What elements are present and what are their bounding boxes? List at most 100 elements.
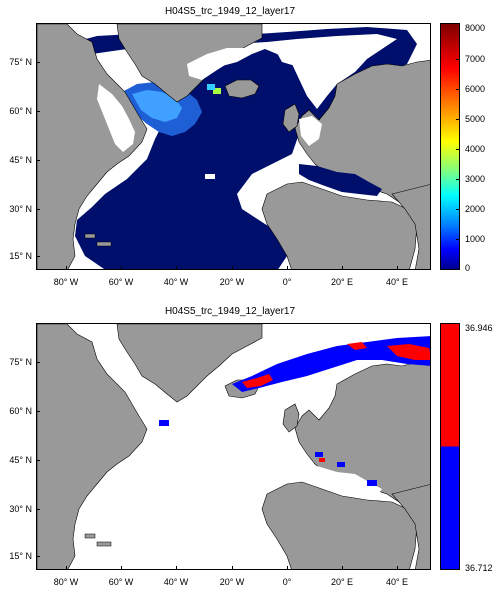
lon-tick: [342, 566, 343, 570]
lat-label: 15° N: [9, 251, 32, 261]
lon-tick: [232, 266, 233, 270]
iceland-land: [224, 79, 260, 99]
colorbar-label: 0: [465, 263, 471, 273]
caribbean-island: [84, 233, 96, 239]
tracer-patch: [367, 480, 377, 486]
top-map-title: H04S5_trc_1949_12_layer17: [164, 6, 296, 17]
lon-label: 60° W: [108, 577, 134, 587]
middle-east-land: [391, 484, 430, 569]
lat-tick: [36, 509, 40, 510]
tracer-patch: [315, 452, 323, 457]
lat-label: 75° N: [9, 57, 32, 67]
lat-label: 45° N: [9, 155, 32, 165]
greenland-land: [116, 324, 263, 403]
lon-label: 80° W: [53, 577, 79, 587]
lon-tick: [121, 266, 122, 270]
tracer-hotspot: [213, 88, 221, 94]
atlantic-ocean: [67, 27, 417, 269]
tracer-patch: [319, 458, 325, 462]
lon-label: 40° E: [385, 277, 409, 287]
colorbar-tick: [456, 149, 460, 150]
lat-label: 30° N: [9, 504, 32, 514]
lon-label: 40° W: [163, 277, 189, 287]
greenland-shelf: [187, 48, 245, 80]
colorbar-label: 8000: [465, 23, 486, 33]
lon-tick: [121, 566, 122, 570]
lat-label: 45° N: [9, 455, 32, 465]
arctic-band-high: [242, 374, 273, 388]
lat-tick: [36, 256, 40, 257]
lon-tick: [176, 566, 177, 570]
lon-label: 20° E: [330, 577, 354, 587]
colorbar-tick: [456, 179, 460, 180]
tracer-plume-core: [132, 90, 182, 122]
colorbar-label: 2000: [465, 204, 486, 214]
mediterranean-sea: [299, 464, 382, 496]
bottom-map-area: [36, 323, 431, 570]
lon-label: 20° W: [219, 277, 245, 287]
arctic-white: [272, 42, 337, 68]
lon-label: 20° W: [219, 577, 245, 587]
lon-label: 80° W: [53, 277, 79, 287]
colorbar-label: 7000: [465, 54, 486, 64]
tracer-patch: [337, 462, 345, 467]
colorbar-tick: [456, 59, 460, 60]
colorbar-label: 5000: [465, 114, 486, 124]
tracer-edge: [207, 84, 215, 90]
lat-tick: [36, 160, 40, 161]
lon-label: 0°: [282, 577, 292, 587]
north-sea-shelf: [299, 116, 322, 146]
lon-label: 0°: [282, 277, 292, 287]
colorbar-tick: [456, 89, 460, 90]
british-isles-land: [282, 103, 300, 133]
lat-tick: [36, 460, 40, 461]
lon-label: 20° E: [330, 277, 354, 287]
lon-tick: [287, 266, 288, 270]
lat-label: 60° N: [9, 406, 32, 416]
lat-tick: [36, 209, 40, 210]
colorbar-tick: [456, 119, 460, 120]
arctic-band-low: [232, 336, 430, 392]
north-america-land: [37, 324, 148, 569]
lon-tick: [232, 566, 233, 570]
lat-label: 30° N: [9, 204, 32, 214]
colorbar-label: 3000: [465, 174, 486, 184]
bottom-map-title: H04S5_trc_1949_12_layer17: [164, 306, 296, 317]
lon-tick: [66, 566, 67, 570]
labrador-shelf: [97, 84, 135, 152]
lon-tick: [176, 266, 177, 270]
lon-label: 40° W: [163, 577, 189, 587]
ocean-gap: [205, 174, 215, 179]
lat-tick: [36, 556, 40, 557]
bottom-map-panel: H04S5_trc_1949_12_layer17: [0, 300, 500, 600]
lon-tick: [397, 266, 398, 270]
mediterranean-sea: [299, 164, 382, 196]
colorbar-tick: [456, 209, 460, 210]
colorbar-label: 36.712: [465, 563, 493, 573]
lat-label: 15° N: [9, 551, 32, 561]
middle-east-land: [391, 184, 430, 269]
colorbar-tick: [456, 239, 460, 240]
british-isles-land: [282, 403, 300, 433]
caribbean-island: [96, 241, 112, 247]
lat-tick: [36, 362, 40, 363]
bottom-map-svg: [37, 324, 430, 569]
lon-tick: [397, 566, 398, 570]
colorbar-label: 1000: [465, 234, 486, 244]
top-map-svg: [37, 24, 430, 269]
tracer-patch: [159, 420, 169, 426]
colorbar-label: 36.946: [465, 323, 493, 333]
kara-high: [347, 342, 367, 350]
lat-label: 60° N: [9, 106, 32, 116]
caribbean-island: [84, 533, 96, 539]
lat-label: 75° N: [9, 357, 32, 367]
top-colorbar: [440, 23, 460, 270]
lon-tick: [342, 266, 343, 270]
lon-tick: [66, 266, 67, 270]
caribbean-island: [96, 541, 112, 547]
lat-tick: [36, 411, 40, 412]
lat-tick: [36, 62, 40, 63]
colorbar-label: 4000: [465, 144, 486, 154]
north-america-land: [37, 24, 148, 269]
barents-high: [387, 344, 430, 360]
